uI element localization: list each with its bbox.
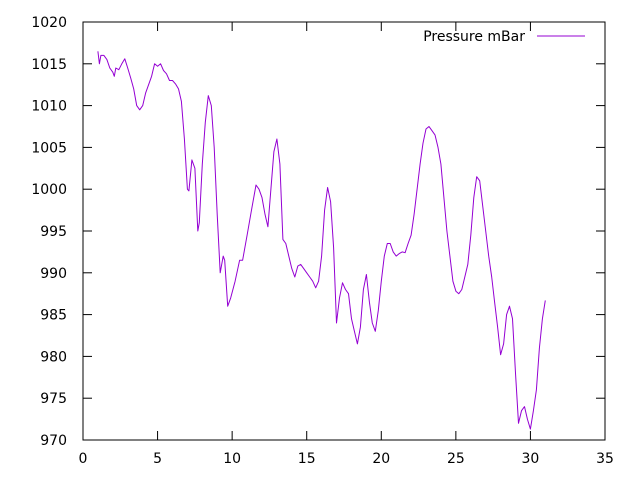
y-axis: 970 975 980 985 990 995 1000 1005 1010 1015 1020: [31, 15, 605, 449]
x-axis: 0 5 10 15 20 25 30 35: [79, 22, 614, 467]
x-tick-label: 10: [223, 451, 241, 467]
x-tick-label: 5: [153, 451, 162, 467]
y-tick-label: 1010: [31, 99, 67, 115]
x-tick-label: 20: [372, 451, 390, 467]
y-tick-label: 1005: [31, 140, 67, 156]
y-tick-label: 970: [40, 433, 67, 449]
x-tick-label: 25: [447, 451, 465, 467]
series-line-pressure: [97, 51, 546, 430]
y-tick-label: 1000: [31, 182, 67, 198]
y-tick-label: 995: [40, 224, 67, 240]
y-tick-label: 1015: [31, 57, 67, 73]
y-tick-label: 980: [40, 349, 67, 365]
x-tick-label: 30: [522, 451, 540, 467]
y-tick-label: 1020: [31, 15, 67, 31]
x-tick-label: 35: [596, 451, 614, 467]
x-tick-label: 0: [79, 451, 88, 467]
legend: Pressure mBar: [423, 29, 585, 45]
y-tick-label: 975: [40, 391, 67, 407]
x-tick-label: 15: [298, 451, 316, 467]
y-tick-label: 990: [40, 266, 67, 282]
y-tick-label: 985: [40, 308, 67, 324]
plot-frame: [82, 21, 606, 441]
legend-label-pressure: Pressure mBar: [423, 29, 525, 45]
